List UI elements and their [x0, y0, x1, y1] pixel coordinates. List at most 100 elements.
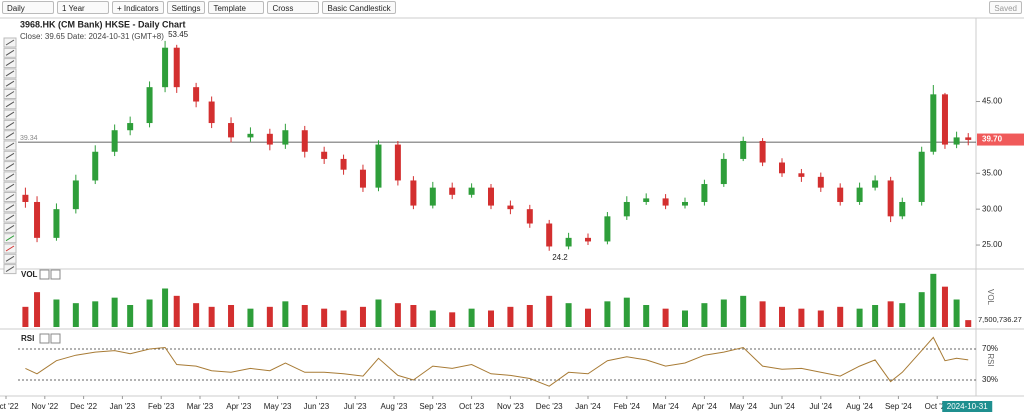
volume-bar [720, 299, 727, 327]
candle-body [565, 237, 572, 247]
volume-bar [359, 306, 366, 327]
volume-bar [92, 301, 99, 327]
x-tick-label: Oct '22 [0, 402, 19, 411]
axis-label: RSI [986, 353, 995, 366]
tool-icon [5, 173, 15, 180]
annotation: 53.45 [168, 30, 189, 39]
tool-icon [5, 235, 15, 242]
volume-bar [872, 305, 879, 327]
volume-bar [899, 303, 906, 327]
volume-bar [779, 306, 785, 327]
y-tick-label: 45.00 [982, 97, 1003, 106]
tool-sidebar [3, 37, 17, 275]
panel-title: VOL [21, 270, 38, 279]
candle-body [701, 184, 708, 202]
candle-body [887, 180, 894, 217]
candle-body [507, 205, 514, 210]
tool-icon [5, 194, 15, 200]
x-tick-label: Feb '23 [148, 402, 175, 411]
volume-bar [111, 297, 118, 327]
y-tick-label: 30% [982, 375, 998, 384]
volume-bar [34, 292, 41, 327]
candle-body [266, 133, 273, 145]
candle-body [53, 209, 60, 238]
candle-body [740, 140, 747, 159]
candle-body [193, 87, 200, 102]
volume-bar [488, 310, 494, 327]
panel-settings[interactable] [39, 269, 50, 280]
candle-body [34, 201, 41, 238]
candle-body [22, 194, 29, 202]
candle-body [526, 209, 533, 224]
volume-marker-label: 7,500,736.27 [978, 315, 1022, 324]
candle-body [720, 158, 727, 185]
x-tick-label: Jan '24 [575, 402, 601, 411]
candle-body [759, 140, 766, 163]
saved-button[interactable]: Saved [989, 1, 1022, 14]
candle-body [488, 187, 494, 206]
candle-body [321, 151, 328, 159]
price-marker [977, 133, 1024, 146]
tool-icon [5, 101, 15, 108]
volume-bar [701, 303, 708, 327]
volume-bar [643, 305, 650, 327]
tool-icon [5, 70, 15, 77]
cursor-select[interactable]: Cross [267, 1, 320, 14]
tool-icon [5, 111, 15, 118]
y-tick-label: 30.00 [982, 204, 1003, 213]
candle-body [72, 180, 79, 210]
volume-bar [965, 320, 972, 327]
volume-bar [449, 312, 456, 327]
tool-icon [5, 132, 15, 139]
settings-button[interactable]: Settings [166, 1, 206, 14]
x-tick-label: Sep '24 [885, 402, 912, 411]
candle-body [918, 151, 925, 202]
tool-icon [5, 163, 15, 170]
candle-body [301, 130, 308, 152]
candle-body [965, 137, 972, 140]
tool-icon [5, 60, 15, 67]
volume-bar [798, 308, 805, 327]
volume-bar [930, 273, 937, 327]
candle-body [127, 123, 134, 131]
panel-title: RSI [21, 334, 34, 343]
panel-close[interactable] [50, 333, 61, 344]
axis-label: VOL [986, 289, 995, 306]
panel-close[interactable] [50, 269, 61, 280]
x-tick-label: Dec '23 [536, 402, 563, 411]
range-select[interactable]: 1 Year [57, 1, 109, 14]
x-tick-label: Oct '24 [925, 402, 951, 411]
tool-icon [5, 245, 15, 252]
volume-bar [282, 301, 289, 327]
indicators-button[interactable]: + Indicators [112, 1, 164, 14]
volume-bar [565, 303, 572, 327]
x-tick-label: Jul '24 [809, 402, 832, 411]
volume-bar [410, 305, 417, 327]
volume-bar [604, 301, 611, 327]
volume-bar [375, 299, 382, 327]
tool-icon [5, 214, 15, 221]
x-tick-label: Mar '23 [187, 402, 214, 411]
candle-body [662, 198, 669, 206]
style-select[interactable]: Basic Candlestick [322, 1, 397, 14]
tool-icon [5, 49, 15, 56]
interval-select[interactable]: Daily [2, 1, 54, 14]
tool-icon [5, 255, 15, 262]
x-tick-label: Sep '23 [419, 402, 446, 411]
volume-bar [623, 297, 630, 327]
x-tick-label: May '24 [729, 402, 757, 411]
template-select[interactable]: Template [208, 1, 265, 14]
candle-body [856, 187, 863, 202]
candle-body [359, 169, 366, 188]
candle-body [228, 123, 235, 138]
panel-settings[interactable] [39, 333, 50, 344]
volume-bar [72, 303, 79, 327]
y-tick-label: 70% [982, 344, 998, 353]
candle-body [585, 237, 591, 242]
y-tick-label: 35.00 [982, 168, 1003, 177]
candle-body [953, 137, 960, 145]
candle-body [162, 47, 169, 88]
volume-bar [429, 310, 436, 327]
candle-body [941, 94, 948, 145]
candle-body [375, 144, 382, 188]
